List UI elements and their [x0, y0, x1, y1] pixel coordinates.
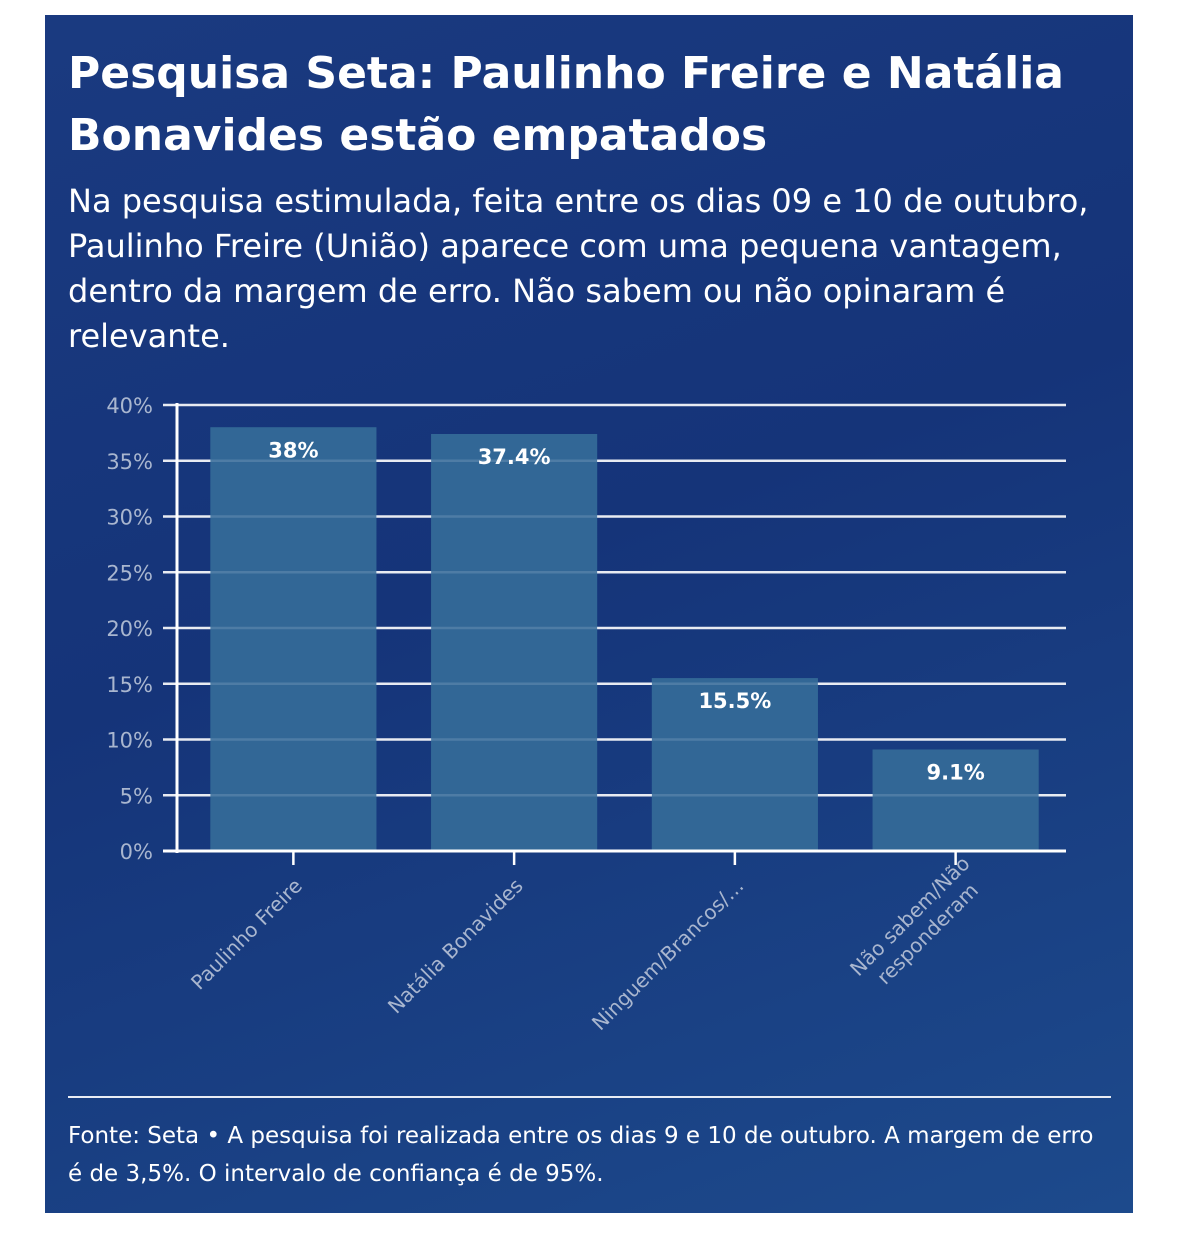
source-note: Fonte: Seta • A pesquisa foi realizada e…: [68, 1123, 1094, 1187]
data-label: 38%: [268, 438, 318, 462]
x-tick-label: Paulinho Freire: [186, 874, 307, 995]
y-tick-label: 0%: [120, 840, 153, 864]
y-tick-label: 15%: [106, 673, 153, 697]
data-label: 9.1%: [927, 761, 985, 785]
bar-overlay: [210, 427, 377, 850]
x-tick-label: Não sabem/Nãoresponderam: [845, 851, 992, 998]
bar-overlay: [872, 749, 1039, 850]
y-tick-label: 20%: [106, 617, 153, 641]
y-tick-label: 35%: [106, 450, 153, 474]
y-tick-label: 30%: [106, 506, 153, 530]
data-label: 37.4%: [478, 445, 551, 469]
y-tick-label: 40%: [106, 394, 153, 418]
x-tick-label: Natália Bonavides: [383, 874, 528, 1019]
x-tick-label: Ninguem/Brancos/…: [587, 874, 748, 1035]
chart-subtitle: Na pesquisa estimulada, feita entre os d…: [68, 182, 1089, 355]
y-tick-label: 10%: [106, 729, 153, 753]
footer-divider: [68, 1096, 1111, 1098]
data-label: 15.5%: [698, 689, 771, 713]
chart-title: Pesquisa Seta: Paulinho Freire e Natália…: [68, 48, 1064, 161]
y-tick-label: 25%: [106, 561, 153, 585]
bar-overlay: [431, 433, 598, 850]
bar-chart: 0% 5% 10% 15% 20% 25% 30% 35% 40% 38% Paulinho Fre…: [106, 394, 1066, 1035]
y-tick-label: 5%: [120, 784, 153, 808]
bar-overlay: [651, 678, 818, 850]
chart-card: Pesquisa Seta: Paulinho Freire e Natália…: [45, 15, 1133, 1213]
